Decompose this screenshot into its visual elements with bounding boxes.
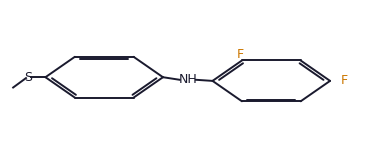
Text: F: F — [340, 74, 347, 87]
Text: F: F — [236, 48, 244, 61]
Text: NH: NH — [178, 73, 197, 86]
Text: S: S — [24, 71, 32, 84]
